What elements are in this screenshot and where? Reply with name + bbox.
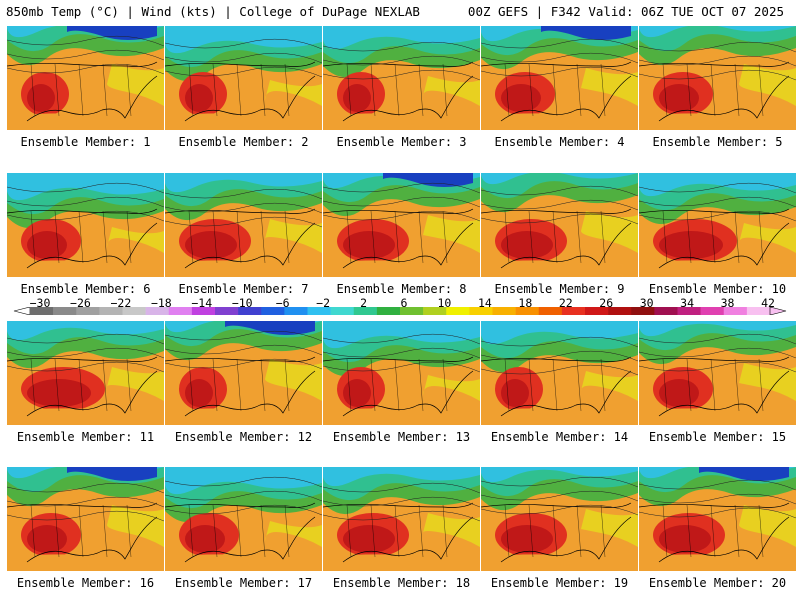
- colorbar-tick-label: 26: [599, 296, 614, 310]
- colorbar-tick-label: 6: [400, 296, 408, 310]
- colorbar-tick-label: 22: [558, 296, 573, 310]
- ensemble-member-label: Ensemble Member: 4: [494, 135, 625, 149]
- ensemble-map-panel: [639, 321, 796, 425]
- colorbar-tick-label: −30: [29, 296, 51, 310]
- map-image: [481, 467, 638, 571]
- header-title-left: 850mb Temp (°C) | Wind (kts) | College o…: [6, 4, 420, 19]
- ensemble-member-label: Ensemble Member: 17: [174, 576, 313, 590]
- ensemble-member-label: Ensemble Member: 11: [16, 430, 155, 444]
- ensemble-map-panel: [165, 26, 322, 130]
- colorbar-tick-label: 14: [477, 296, 492, 310]
- map-image: [639, 173, 796, 277]
- ensemble-member-label: Ensemble Member: 7: [178, 282, 309, 296]
- ensemble-map-panel: [323, 26, 480, 130]
- colorbar-tick-label: −6: [275, 296, 290, 310]
- ensemble-map-panel: [639, 467, 796, 571]
- map-image: [165, 321, 322, 425]
- ensemble-map-panel: [165, 173, 322, 277]
- ensemble-map-panel: [323, 321, 480, 425]
- colorbar-tick-label: 2: [360, 296, 368, 310]
- colorbar-tick-label: −22: [110, 296, 132, 310]
- temperature-colorbar: −30 −26 −22 −18 −14 −10 −6 −2 2 6 10 14 18 22 26 30 34 38…: [0, 296, 800, 318]
- colorbar-tick-label: 42: [761, 296, 775, 310]
- map-image: [639, 467, 796, 571]
- ensemble-map-panel: [7, 467, 164, 571]
- map-image: [165, 467, 322, 571]
- ensemble-map-panel: [481, 26, 638, 130]
- map-image: [7, 321, 164, 425]
- ensemble-map-panel: [165, 467, 322, 571]
- ensemble-member-label: Ensemble Member: 1: [20, 135, 151, 149]
- colorbar-tick-label: 10: [437, 296, 452, 310]
- colorbar-tick-label: 38: [720, 296, 735, 310]
- ensemble-map-panel: [323, 173, 480, 277]
- map-image: [639, 26, 796, 130]
- map-image: [639, 321, 796, 425]
- ensemble-map-panel: [481, 173, 638, 277]
- colorbar-tick-label: −14: [191, 296, 213, 310]
- ensemble-map-panel: [481, 467, 638, 571]
- ensemble-map-panel: [639, 26, 796, 130]
- map-image: [323, 467, 480, 571]
- ensemble-member-label: Ensemble Member: 15: [648, 430, 787, 444]
- map-image: [481, 173, 638, 277]
- ensemble-member-label: Ensemble Member: 3: [336, 135, 467, 149]
- colorbar-strip: [13, 307, 787, 315]
- ensemble-map-panel: [639, 173, 796, 277]
- colorbar-tick-label: −2: [316, 296, 331, 310]
- map-image: [165, 173, 322, 277]
- ensemble-map-panel: [165, 321, 322, 425]
- ensemble-member-label: Ensemble Member: 12: [174, 430, 313, 444]
- map-image: [323, 26, 480, 130]
- map-image: [165, 26, 322, 130]
- ensemble-member-label: Ensemble Member: 16: [16, 576, 155, 590]
- colorbar-tick-label: −10: [231, 296, 253, 310]
- map-image: [323, 173, 480, 277]
- ensemble-map-panel: [7, 26, 164, 130]
- map-image: [481, 321, 638, 425]
- ensemble-map-panel: [323, 467, 480, 571]
- ensemble-map-panel: [7, 173, 164, 277]
- ensemble-member-label: Ensemble Member: 6: [20, 282, 151, 296]
- ensemble-member-label: Ensemble Member: 2: [178, 135, 309, 149]
- ensemble-member-label: Ensemble Member: 18: [332, 576, 471, 590]
- map-image: [7, 467, 164, 571]
- ensemble-member-label: Ensemble Member: 5: [652, 135, 783, 149]
- ensemble-map-panel: [481, 321, 638, 425]
- ensemble-member-label: Ensemble Member: 9: [494, 282, 625, 296]
- map-image: [323, 321, 480, 425]
- colorbar-tick-label: −26: [70, 296, 91, 310]
- ensemble-member-label: Ensemble Member: 14: [490, 430, 629, 444]
- map-image: [481, 26, 638, 130]
- ensemble-member-label: Ensemble Member: 10: [648, 282, 787, 296]
- colorbar-tick-label: 18: [518, 296, 533, 310]
- ensemble-member-label: Ensemble Member: 19: [490, 576, 629, 590]
- header-title-right: 00Z GEFS | F342 Valid: 06Z TUE OCT 07 20…: [467, 4, 784, 19]
- map-image: [7, 173, 164, 277]
- colorbar-tick-label: 30: [639, 296, 654, 310]
- colorbar-tick-label: −18: [150, 296, 172, 310]
- map-image: [7, 26, 164, 130]
- colorbar-tick-label: 34: [680, 296, 695, 310]
- ensemble-member-label: Ensemble Member: 20: [648, 576, 787, 590]
- ensemble-map-panel: [7, 321, 164, 425]
- ensemble-member-label: Ensemble Member: 13: [332, 430, 471, 444]
- ensemble-member-label: Ensemble Member: 8: [336, 282, 467, 296]
